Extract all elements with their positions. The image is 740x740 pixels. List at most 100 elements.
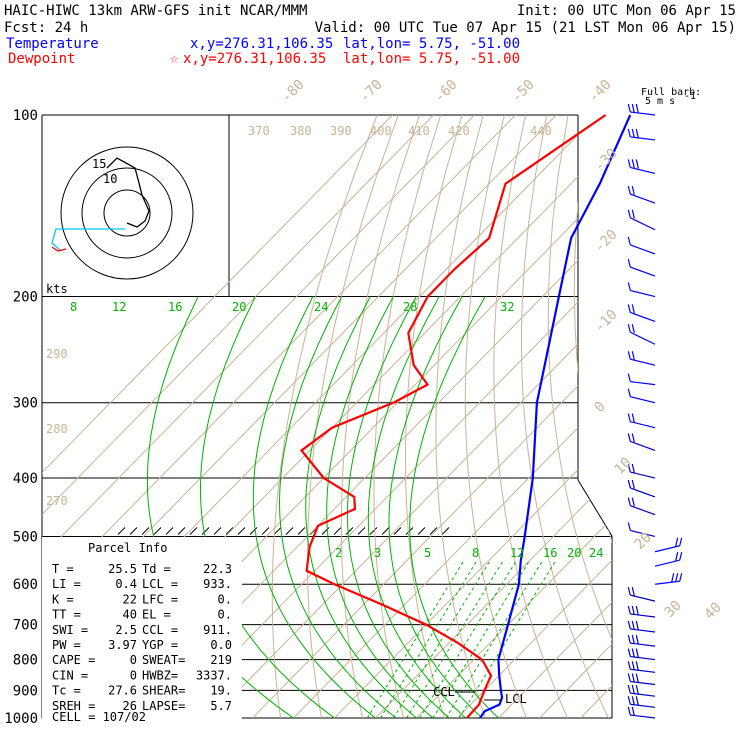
wind-barb-flag (635, 661, 639, 671)
hodograph-trace (106, 157, 150, 228)
hatch-mark (153, 527, 162, 535)
temperature-trace (479, 114, 632, 719)
isotherm-label: -80 (279, 77, 308, 106)
isobar-label: 400 (13, 471, 38, 487)
mixing-ratio-line (379, 561, 477, 718)
dry-adiabat (598, 115, 612, 718)
isotherm-line (334, 115, 612, 718)
theta-label: 270 (46, 494, 68, 508)
isobar-label: 900 (13, 683, 38, 699)
wind-barb-flag (627, 479, 631, 489)
wind-barb-flag (627, 324, 631, 333)
moist-adiabat (409, 296, 499, 718)
mixing-ratio-label: 20 (232, 300, 246, 314)
wind-barb (630, 668, 656, 673)
parcel-info-cell: TT = (52, 608, 81, 622)
barb-legend-exponent: -1 (684, 91, 696, 102)
isotherm-label: -70 (357, 77, 386, 106)
mixing-ratio-label: 24 (314, 300, 328, 314)
dry-adiabat (648, 115, 740, 718)
theta-label: 390 (330, 124, 352, 138)
wind-barb (630, 193, 656, 204)
wind-barb-flag (635, 620, 639, 631)
temperature-latlon: lat,lon= 5.75, -51.00 (343, 36, 520, 52)
lcl-marker: LCL (505, 692, 527, 706)
mixing-ratio-label: 3 (374, 546, 381, 560)
wind-barb-flag (627, 433, 631, 442)
parcel-info-cell: SREH = (52, 699, 95, 713)
wind-barb-flag (631, 634, 635, 644)
wind-barb-flag (627, 236, 631, 246)
wind-barb-flag (631, 620, 635, 630)
parcel-info-cell: 22.3 (203, 562, 232, 576)
wind-barb-flag (679, 552, 683, 561)
isotherm-label: 40 (702, 600, 725, 623)
parcel-info-cell: LI = (52, 577, 81, 591)
isotherm-label: -60 (432, 77, 461, 106)
wind-barb-flag (631, 128, 635, 138)
wind-barb-flag (631, 661, 635, 670)
hatch-mark (117, 527, 126, 535)
hatch-mark (165, 527, 174, 535)
parcel-info-cell: 3.97 (108, 638, 137, 652)
mixing-ratio-label: 28 (403, 300, 417, 314)
dry-adiabat (547, 115, 612, 718)
isobar-label: 800 (13, 653, 38, 669)
mixing-ratio-line (432, 561, 530, 718)
parcel-info-cell: 0 (130, 653, 137, 667)
wind-barb-flag (627, 282, 631, 291)
hatch-mark (249, 527, 258, 535)
hatch-mark (225, 527, 234, 535)
moist-adiabat (252, 296, 376, 718)
parcel-info-cell: 26 (123, 699, 137, 713)
wind-barb-flag (631, 351, 635, 360)
hatch-mark (201, 527, 210, 535)
dry-adiabat (672, 115, 740, 718)
mixing-ratio-label: 12 (112, 300, 126, 314)
parcel-info-cell: 3337. (196, 668, 232, 682)
hatch-mark (333, 527, 342, 535)
temperature-xy: x,y=276.31,106.35 (190, 36, 333, 52)
moist-adiabat (305, 296, 417, 718)
isotherm-line (416, 115, 612, 718)
wind-barb-flag (679, 573, 683, 582)
isotherm-label: 30 (662, 598, 685, 621)
dewpoint-trace (299, 114, 607, 719)
wind-barb-flag (635, 159, 639, 169)
mixing-ratio-line (366, 561, 464, 718)
hodograph-low-trace (51, 228, 125, 251)
wind-barb-flag (631, 413, 635, 423)
temperature-legend: Temperature (6, 36, 99, 52)
mixing-ratio-label: 16 (543, 546, 557, 560)
wind-barb (630, 358, 656, 366)
hatch-mark (441, 527, 450, 535)
wind-barb-flag (631, 479, 635, 489)
dewpoint-latlon: lat,lon= 5.75, -51.00 (343, 51, 520, 67)
wind-barb-flag (675, 573, 679, 582)
wind-barb-flag (627, 463, 631, 473)
wind-barb-flag (627, 304, 631, 313)
wind-barb-flag (627, 351, 631, 360)
isotherm-line (42, 115, 393, 718)
mixing-ratio-line (445, 561, 543, 718)
hatch-mark (177, 527, 186, 535)
ccl-marker: CCL (433, 685, 455, 699)
wind-barb (630, 655, 656, 661)
mixing-ratio-label: 2 (335, 546, 342, 560)
theta-label: 290 (46, 347, 68, 361)
mixing-ratio-label: 8 (70, 300, 77, 314)
moist-adiabat (346, 296, 450, 718)
wind-barb-flag (627, 634, 631, 644)
hodograph-surface-trace (51, 246, 67, 252)
isotherm-label: -40 (586, 77, 615, 106)
parcel-info-cell: YGP = (142, 638, 178, 652)
isobar-label: 500 (13, 529, 38, 545)
wind-barb-flag (631, 304, 635, 314)
hatch-mark (213, 527, 222, 535)
dewpoint-legend: Dewpoint (8, 51, 75, 67)
parcel-info-title: Parcel Info (88, 541, 167, 555)
wind-barb (630, 529, 656, 538)
mixing-ratio-label: 32 (500, 300, 514, 314)
dewpoint-xy: x,y=276.31,106.35 (183, 51, 326, 67)
